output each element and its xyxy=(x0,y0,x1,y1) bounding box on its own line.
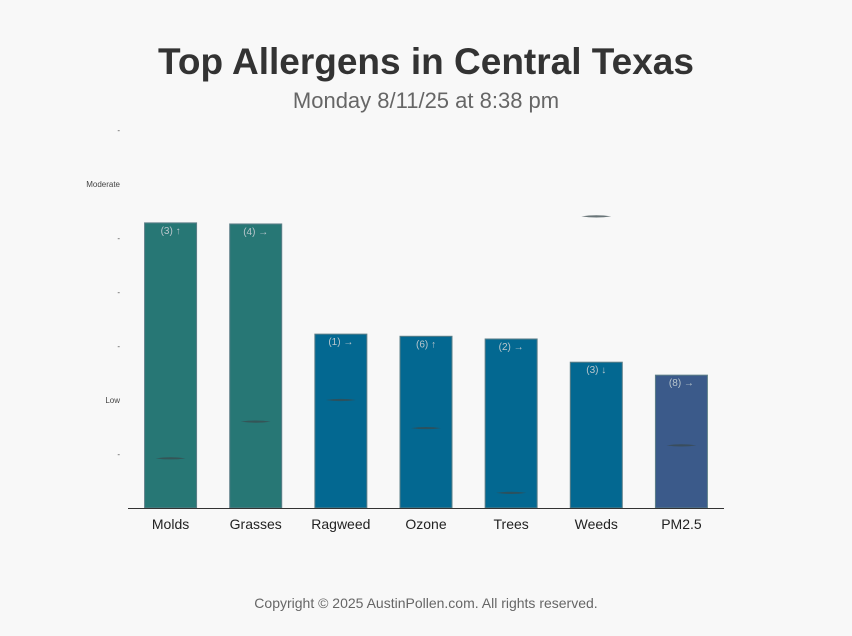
y-tick-label: Moderate xyxy=(86,180,120,189)
bar-value-label: (8) → xyxy=(669,378,694,389)
chart-title: Top Allergens in Central Texas xyxy=(158,41,694,82)
y-tick-label: - xyxy=(117,288,120,297)
x-tick-label-ragweed: Ragweed xyxy=(311,516,370,532)
bar-weeds xyxy=(569,361,623,509)
x-tick-label-trees: Trees xyxy=(494,516,529,532)
y-tick-label: - xyxy=(117,126,120,135)
bar-trees xyxy=(484,338,538,509)
y-tick-label: - xyxy=(117,342,120,351)
chart-subtitle: Monday 8/11/25 at 8:38 pm xyxy=(292,88,560,113)
bar-value-label: (3) ↑ xyxy=(161,226,181,237)
y-axis-ticks: - Moderate - - - Low - xyxy=(86,126,120,459)
x-tick-label-pm2-5: PM2.5 xyxy=(661,516,702,532)
bar-value-label: (3) ↓ xyxy=(586,365,606,376)
bar-ozone xyxy=(399,335,453,509)
bar-pm2-5 xyxy=(654,374,708,509)
bar-value-label: (6) ↑ xyxy=(416,339,436,350)
x-tick-label-weeds: Weeds xyxy=(575,516,618,532)
x-axis-labels: Molds Grasses Ragweed Ozone Trees Weeds PM2.5 xyxy=(152,516,702,532)
reference-marker xyxy=(666,444,697,447)
bar-value-label: (2) → xyxy=(499,342,524,353)
bar-molds xyxy=(144,222,198,509)
copyright-footer: Copyright © 2025 AustinPollen.com. All r… xyxy=(254,595,598,611)
reference-marker xyxy=(581,215,612,218)
reference-marker xyxy=(496,491,527,494)
y-tick-label: - xyxy=(117,234,120,243)
reference-marker xyxy=(325,398,356,402)
bar-series: (3) ↑ (4) → (1) → (6) ↑ (2) → (3) ↓ (8) → xyxy=(144,215,708,509)
bar-value-label: (1) → xyxy=(328,337,353,348)
y-tick-label: Low xyxy=(105,396,120,405)
reference-marker xyxy=(155,457,186,460)
bar-grasses xyxy=(229,223,283,509)
y-tick-label: - xyxy=(117,450,120,459)
reference-marker xyxy=(411,426,441,430)
reference-marker xyxy=(240,420,271,423)
x-tick-label-ozone: Ozone xyxy=(405,516,446,532)
x-tick-label-grasses: Grasses xyxy=(230,516,282,532)
bar-ragweed xyxy=(314,333,368,509)
x-tick-label-molds: Molds xyxy=(152,516,189,532)
bar-value-label: (4) → xyxy=(243,227,268,238)
